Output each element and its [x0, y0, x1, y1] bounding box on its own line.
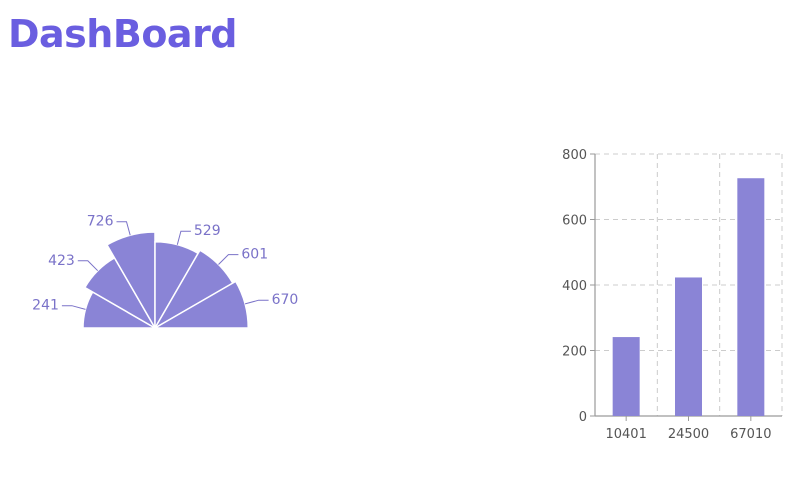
y-tick-label: 600 [562, 214, 587, 229]
bar [612, 337, 640, 416]
bar [737, 178, 765, 416]
pie-label: 423 [48, 253, 75, 269]
pie-label: 241 [32, 298, 59, 314]
bar [675, 277, 702, 416]
pie-label-line [116, 221, 131, 236]
y-tick-label: 200 [562, 345, 587, 360]
page-title: DashBoard [8, 12, 238, 56]
pie-label: 726 [87, 214, 114, 230]
y-tick-label: 400 [562, 279, 587, 294]
x-tick-label: 67010 [730, 427, 771, 442]
pie-label-line [176, 230, 191, 245]
pie-label: 670 [272, 292, 299, 308]
pie-label-line [244, 299, 269, 305]
y-tick-label: 0 [579, 410, 587, 425]
pie-label: 601 [241, 247, 268, 263]
y-tick-label: 800 [562, 148, 587, 163]
pie-slice [105, 231, 156, 331]
pie-label-line [218, 254, 239, 265]
pie-label-line [61, 305, 86, 310]
bar-chart: 0 200 400 600 800 10401 24500 67010 [562, 148, 783, 442]
pie-label: 529 [194, 223, 221, 239]
half-pie-chart: 241 423 726 529 601 670 [32, 214, 299, 331]
x-tick-label: 24500 [668, 427, 709, 442]
pie-label-line [77, 260, 99, 272]
pie-slice [152, 280, 249, 329]
x-tick-label: 10401 [605, 427, 646, 442]
